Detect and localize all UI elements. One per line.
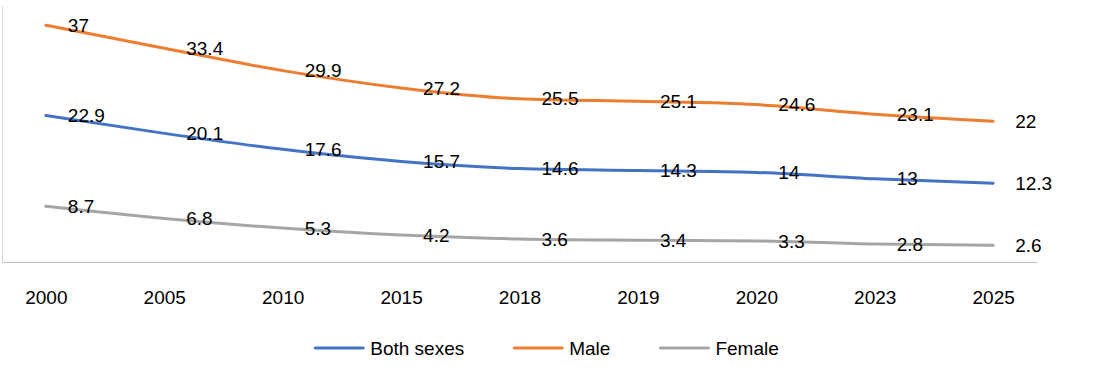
lines xyxy=(46,25,993,245)
data-label: 22.9 xyxy=(68,105,105,126)
data-label: 14 xyxy=(778,162,800,183)
legend-swatch xyxy=(315,347,363,350)
data-label: 22 xyxy=(1015,111,1036,132)
x-tick-label: 2015 xyxy=(380,287,422,308)
legend-label: Both sexes xyxy=(370,338,464,359)
legend-item: Male xyxy=(514,338,610,359)
chart: 2000 2005 2010 2015 2018 2019 2020 2023 2025 22.9… xyxy=(0,0,1114,376)
x-tick-label: 2005 xyxy=(144,287,186,308)
data-label: 20.1 xyxy=(186,123,223,144)
data-label: 12.3 xyxy=(1015,173,1052,194)
data-labels: 22.9 20.1 17.6 15.7 14.6 14.3 14 13 12.3 37 33.4 29… xyxy=(68,15,1052,256)
data-label: 15.7 xyxy=(423,151,460,172)
x-tick: 2019 xyxy=(617,287,659,308)
data-label: 17.6 xyxy=(305,139,342,160)
data-label: 6.8 xyxy=(186,208,212,229)
series-line xyxy=(46,25,993,121)
legend: Both sexes Male Female xyxy=(315,338,779,359)
data-label: 27.2 xyxy=(423,78,460,99)
data-label: 25.5 xyxy=(542,88,579,109)
x-tick-label: 2018 xyxy=(499,287,541,308)
series-line xyxy=(46,115,993,183)
data-label: 24.6 xyxy=(778,94,815,115)
data-label: 4.2 xyxy=(423,225,449,246)
data-label: 13 xyxy=(897,168,918,189)
y-axis xyxy=(2,7,3,263)
data-label: 8.7 xyxy=(68,196,94,217)
x-tick: 2018 xyxy=(499,287,541,308)
data-label: 2.8 xyxy=(897,234,923,255)
x-tick-label: 2020 xyxy=(736,287,778,308)
data-label: 29.9 xyxy=(305,60,342,81)
x-tick: 2000 xyxy=(25,287,67,308)
legend-item: Both sexes xyxy=(315,338,464,359)
legend-swatch xyxy=(514,347,562,350)
data-label: 3.3 xyxy=(778,231,804,252)
data-label: 25.1 xyxy=(660,91,697,112)
series-line xyxy=(46,206,993,245)
x-tick: 2025 xyxy=(973,287,1015,308)
legend-label: Female xyxy=(715,338,778,359)
data-label: 14.3 xyxy=(660,160,697,181)
x-tick: 2015 xyxy=(380,287,422,308)
data-label: 33.4 xyxy=(186,38,223,59)
data-label: 3.6 xyxy=(542,229,568,250)
legend-label: Male xyxy=(569,338,610,359)
x-tick-label: 2010 xyxy=(262,287,304,308)
data-label: 37 xyxy=(68,15,89,36)
x-tick-label: 2025 xyxy=(973,287,1015,308)
x-tick: 2010 xyxy=(262,287,304,308)
y-axis-line xyxy=(2,7,3,263)
plot: 2000 2005 2010 2015 2018 2019 2020 2023 2025 22.9… xyxy=(3,7,1053,309)
x-tick-label: 2000 xyxy=(25,287,67,308)
data-label: 3.4 xyxy=(660,230,687,251)
x-tick: 2020 xyxy=(736,287,778,308)
data-label: 2.6 xyxy=(1015,235,1041,256)
x-tick: 2023 xyxy=(854,287,896,308)
x-tick-label: 2019 xyxy=(617,287,659,308)
x-axis: 2000 2005 2010 2015 2018 2019 2020 2023 2025 xyxy=(3,263,1038,309)
x-tick: 2005 xyxy=(144,287,186,308)
data-label: 5.3 xyxy=(305,218,331,239)
data-label: 14.6 xyxy=(542,158,579,179)
data-label: 23.1 xyxy=(897,104,934,125)
x-tick-label: 2023 xyxy=(854,287,896,308)
legend-swatch xyxy=(660,347,708,350)
legend-item: Female xyxy=(660,338,778,359)
x-axis-line xyxy=(3,262,1038,263)
